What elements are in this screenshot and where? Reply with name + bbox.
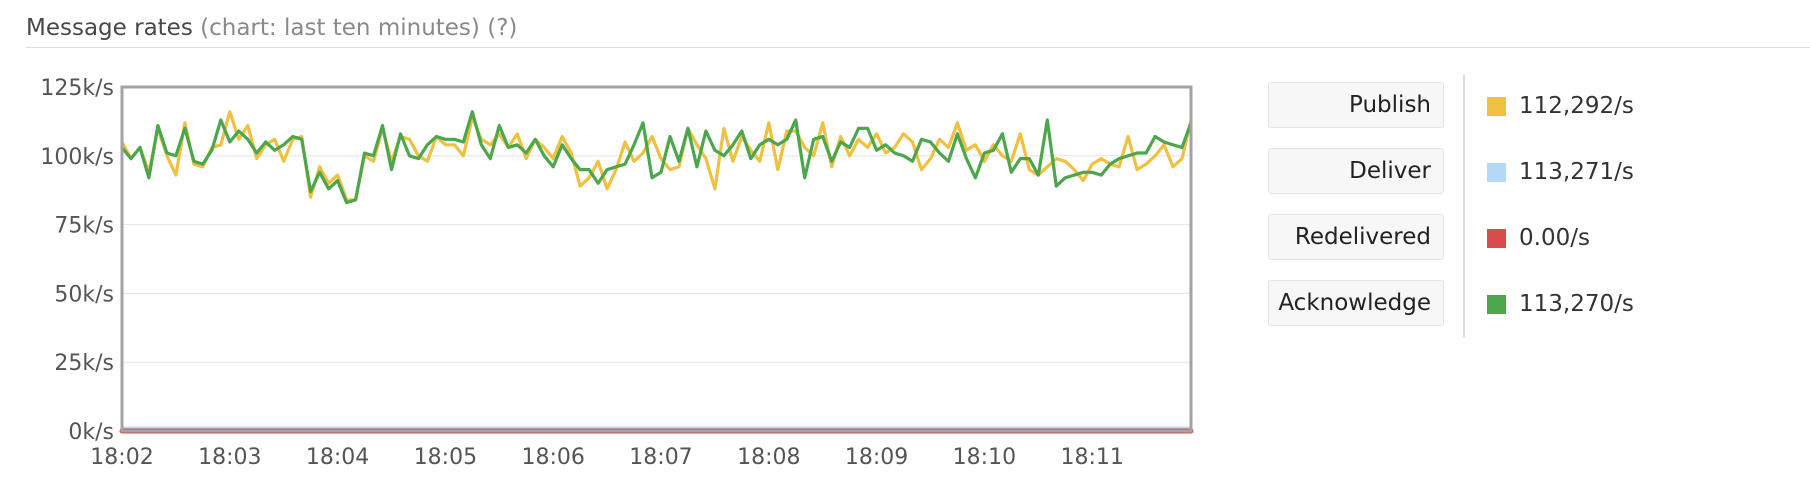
legend-button-acknowledge[interactable]: Acknowledge — [1268, 280, 1444, 326]
plot-border — [120, 85, 1193, 433]
legend-button-deliver[interactable]: Deliver — [1268, 148, 1444, 194]
legend-divider — [1463, 75, 1465, 337]
legend-button-redelivered[interactable]: Redelivered — [1268, 214, 1444, 260]
y-tick-label: 0k/s — [68, 420, 114, 445]
x-tick-label: 18:11 — [1060, 445, 1123, 470]
redelivered-swatch — [1487, 229, 1506, 248]
x-tick-label: 18:08 — [737, 445, 800, 470]
x-tick-label: 18:07 — [629, 445, 692, 470]
section-subtitle: (chart: last ten minutes) — [200, 15, 480, 41]
section-title: Message rates — [26, 15, 193, 41]
message-rates-chart: 0k/s 25k/s 50k/s 75k/s 100k/s 125k/s 18:02 18:0… — [40, 76, 1194, 470]
x-tick-label: 18:09 — [845, 445, 908, 470]
x-tick-label: 18:04 — [306, 445, 369, 470]
series-line-acknowledge — [120, 110, 1193, 205]
section-header: Message rates (chart: last ten minutes) … — [26, 13, 1810, 48]
x-tick-label: 18:02 — [90, 445, 153, 470]
redelivered-rate: 0.00/s — [1519, 225, 1590, 251]
y-tick-label: 50k/s — [54, 282, 114, 307]
x-tick-label: 18:06 — [521, 445, 584, 470]
y-tick-label: 75k/s — [54, 214, 114, 239]
x-tick-label: 18:10 — [953, 445, 1016, 470]
series-line-publish — [120, 110, 1193, 202]
plot-area — [122, 87, 1191, 431]
publish-rate: 112,292/s — [1519, 93, 1634, 119]
acknowledge-rate: 113,270/s — [1519, 291, 1634, 317]
x-tick-label: 18:03 — [198, 445, 261, 470]
acknowledge-swatch — [1487, 295, 1506, 314]
y-tick-label: 25k/s — [54, 351, 114, 376]
legend-button-publish[interactable]: Publish — [1268, 82, 1444, 128]
x-tick-label: 18:05 — [414, 445, 477, 470]
help-link[interactable]: (?) — [487, 15, 518, 41]
y-tick-label: 100k/s — [40, 145, 114, 170]
deliver-rate: 113,271/s — [1519, 159, 1634, 185]
y-tick-label: 125k/s — [40, 76, 114, 101]
deliver-swatch — [1487, 163, 1506, 182]
publish-swatch — [1487, 97, 1506, 116]
